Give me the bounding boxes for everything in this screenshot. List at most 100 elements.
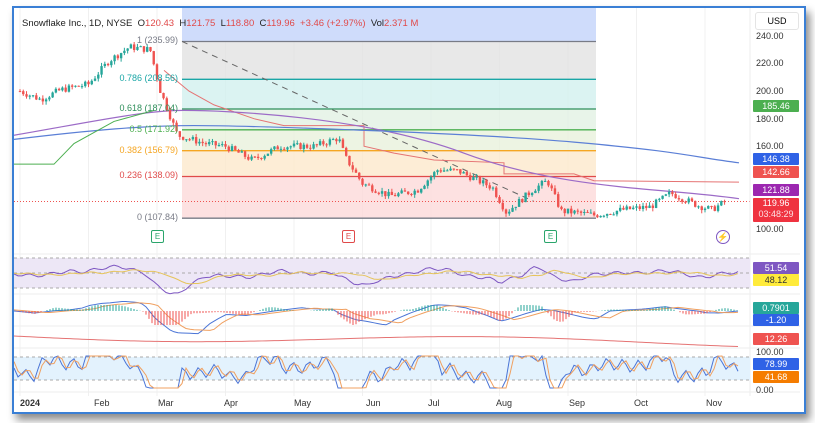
earnings-marker[interactable]: E — [544, 230, 557, 243]
candle — [658, 198, 661, 200]
x-tick: Jul — [428, 398, 440, 408]
indicator3-line — [14, 335, 739, 348]
candle — [553, 188, 557, 195]
lightning-icon[interactable]: ⚡ — [716, 230, 730, 244]
fib-zone — [182, 108, 596, 130]
candle — [146, 47, 149, 52]
candle — [481, 180, 485, 184]
candle — [331, 139, 335, 141]
symbol-name[interactable]: Snowflake Inc., 1D, NYSE — [22, 18, 133, 29]
candle — [439, 170, 442, 172]
candle — [403, 190, 407, 192]
candle — [380, 191, 384, 194]
candle — [674, 194, 677, 199]
candle — [90, 80, 93, 85]
candle — [149, 47, 152, 52]
trend-line — [181, 41, 535, 202]
candle — [694, 200, 697, 207]
price-tick: 160.00 — [756, 141, 784, 151]
candle — [260, 157, 263, 159]
candle — [446, 170, 449, 172]
candle — [67, 85, 71, 92]
candle — [361, 178, 364, 185]
candle — [664, 194, 668, 196]
candle — [543, 180, 547, 182]
candle — [420, 188, 423, 193]
candle — [230, 146, 234, 151]
candle — [269, 149, 273, 154]
candle — [661, 195, 664, 199]
candle — [84, 81, 87, 87]
stoch-d-badge: 41.68 — [753, 371, 799, 383]
price-tick: 240.00 — [756, 31, 784, 41]
low-value: 118.80 — [225, 18, 255, 29]
candle — [341, 139, 345, 148]
price-tick: 220.00 — [756, 58, 784, 68]
candle — [70, 85, 74, 87]
candle — [615, 210, 619, 215]
x-tick: 2024 — [20, 398, 41, 408]
candle — [77, 85, 80, 87]
candle — [687, 198, 690, 203]
candle — [302, 144, 305, 150]
candle — [468, 175, 472, 181]
candle — [645, 205, 648, 209]
band-line — [163, 70, 740, 183]
candle — [723, 201, 726, 203]
earnings-marker[interactable]: E — [342, 230, 355, 243]
candle — [132, 44, 136, 50]
fib-level-label: 0.382 (156.79) — [119, 144, 178, 155]
candle — [152, 51, 155, 65]
candle — [540, 180, 544, 186]
candle — [299, 143, 302, 150]
candle — [325, 144, 328, 146]
candle — [433, 172, 436, 177]
chart-canvas[interactable] — [14, 8, 804, 412]
last-price: 119.96 — [762, 198, 790, 208]
candle — [335, 139, 338, 142]
candle — [44, 99, 48, 102]
candle — [452, 168, 456, 170]
candle — [710, 206, 713, 208]
candle — [690, 198, 694, 201]
candle — [609, 213, 612, 215]
candle — [511, 207, 514, 212]
candle — [514, 206, 518, 208]
candle — [351, 165, 354, 170]
ma2-badge: 146.38 — [753, 153, 799, 165]
candle — [423, 185, 426, 189]
volume-label: Vol — [370, 18, 385, 29]
candle — [570, 208, 573, 214]
candle — [547, 180, 550, 186]
candle — [100, 66, 103, 75]
candle — [243, 151, 247, 157]
candle — [628, 206, 632, 210]
candle — [113, 55, 116, 62]
rsi-ma-line — [14, 269, 739, 285]
volume-value: 2.371 M — [384, 18, 419, 29]
candle — [106, 63, 110, 66]
candle — [312, 144, 315, 149]
candle — [142, 46, 146, 52]
candle — [123, 50, 126, 54]
candle — [508, 211, 511, 214]
candle — [31, 95, 35, 97]
x-tick: Apr — [224, 398, 239, 408]
ma-line — [14, 109, 740, 200]
high-value: 121.75 — [186, 18, 216, 29]
candle — [622, 207, 625, 210]
candle — [612, 214, 615, 216]
candle — [247, 156, 250, 160]
earnings-marker[interactable]: E — [151, 230, 164, 243]
candle — [162, 92, 165, 99]
currency-button[interactable]: USD — [755, 12, 799, 30]
candle — [684, 201, 687, 203]
candle — [720, 201, 723, 206]
price-tick: 100.00 — [756, 224, 784, 234]
candle — [185, 139, 188, 141]
candle — [322, 141, 325, 145]
fib-zone — [182, 79, 596, 109]
candle — [87, 81, 90, 85]
candle — [201, 141, 204, 144]
candle — [498, 196, 501, 203]
